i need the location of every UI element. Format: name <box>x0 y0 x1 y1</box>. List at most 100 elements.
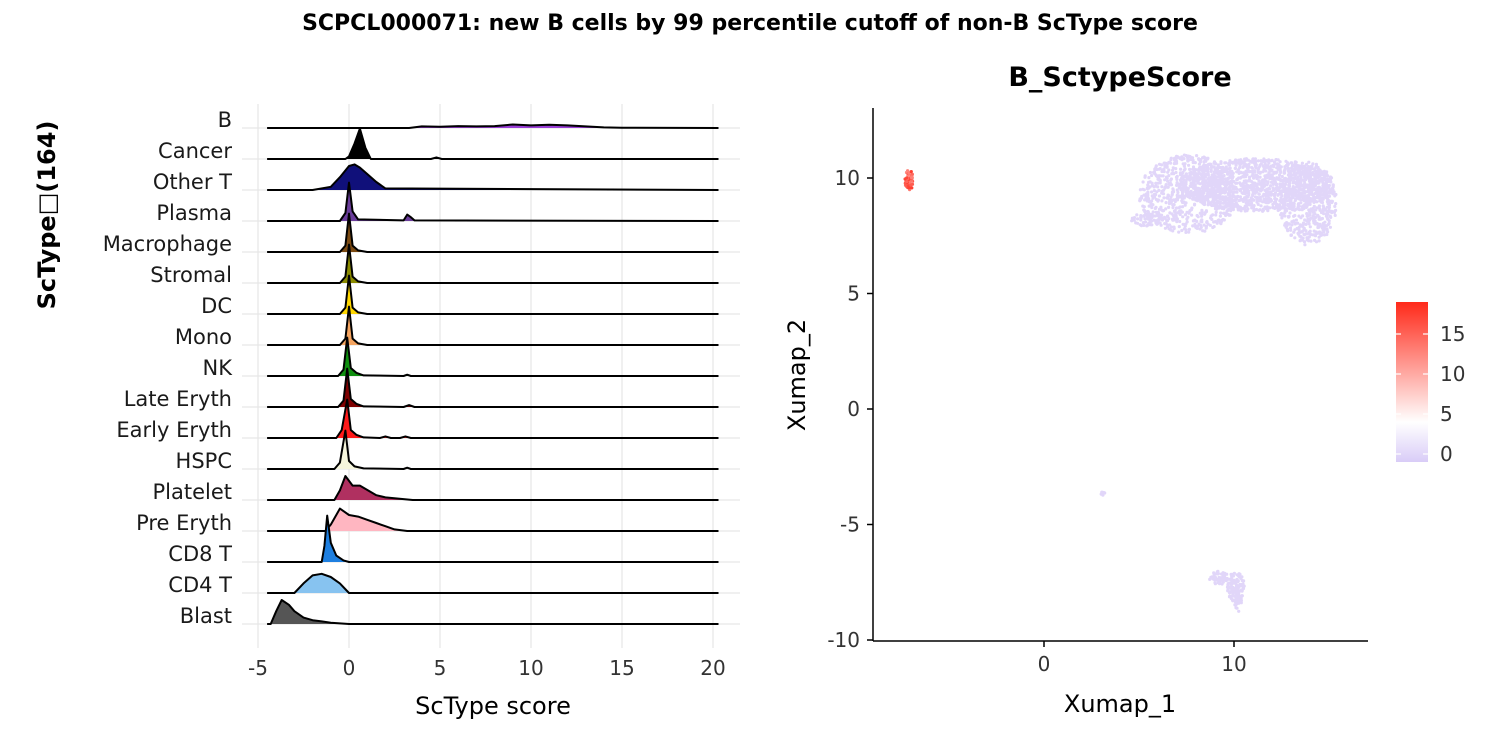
umap-point <box>1259 159 1263 163</box>
umap-point <box>1190 194 1194 198</box>
umap-point <box>1310 177 1314 181</box>
umap-point <box>1177 225 1181 229</box>
umap-point <box>1216 165 1220 169</box>
umap-point <box>1327 221 1331 225</box>
umap-point <box>1215 181 1219 185</box>
umap-point <box>1307 230 1311 234</box>
umap-point <box>1325 232 1329 237</box>
umap-point <box>1261 200 1265 204</box>
umap-point <box>1234 163 1238 167</box>
umap-point <box>1269 184 1273 188</box>
umap-point <box>1296 205 1300 209</box>
umap-point <box>1234 602 1238 606</box>
umap-point <box>1182 227 1186 231</box>
umap-point <box>1215 221 1219 225</box>
umap-point <box>1156 185 1160 189</box>
umap-point <box>1175 220 1179 224</box>
umap-point <box>1231 186 1235 190</box>
ridge-category-labels: B Cancer Other T Plasma Macrophage Stromal DC M… <box>103 108 234 628</box>
umap-point <box>1271 186 1275 190</box>
umap-point <box>1262 157 1266 161</box>
umap-point <box>1175 188 1179 192</box>
umap-point <box>1210 200 1214 204</box>
umap-point <box>1234 579 1238 583</box>
umap-point <box>1142 223 1146 227</box>
umap-point <box>1239 588 1243 592</box>
umap-point <box>1213 582 1217 586</box>
umap-point <box>1214 213 1218 217</box>
umap-point <box>1166 179 1170 183</box>
umap-point <box>1279 189 1284 193</box>
umap-point <box>1215 199 1219 204</box>
umap-point <box>1238 594 1242 598</box>
umap-point <box>1273 191 1278 195</box>
umap-point <box>1161 192 1166 196</box>
umap-point <box>1173 161 1177 165</box>
umap-point <box>1148 185 1152 189</box>
umap-point <box>1301 221 1306 225</box>
umap-point <box>1153 214 1158 218</box>
umap-point <box>1317 225 1321 229</box>
umap-point <box>1253 195 1258 199</box>
umap-point <box>1157 194 1161 198</box>
umap-point <box>1307 165 1311 169</box>
umap-point <box>1198 158 1202 162</box>
ridge-fill-pre-eryth <box>325 508 719 531</box>
umap-point <box>1239 175 1243 180</box>
umap-point <box>1217 186 1221 190</box>
umap-point <box>1254 162 1258 166</box>
umap-point <box>1317 174 1322 178</box>
umap-point <box>1250 206 1254 210</box>
umap-point <box>1198 165 1202 169</box>
umap-point <box>1154 197 1158 202</box>
umap-point <box>1238 198 1243 202</box>
umap-point <box>1252 209 1256 213</box>
umap-point <box>1244 170 1248 174</box>
umap-point <box>1209 164 1213 168</box>
umap-point <box>1218 189 1222 193</box>
umap-point <box>1181 222 1185 226</box>
umap-point <box>1204 194 1208 199</box>
umap-point <box>1160 185 1164 189</box>
umap-point <box>1300 230 1304 234</box>
umap-point <box>1302 226 1306 231</box>
umap-point <box>1206 173 1210 177</box>
umap-point <box>1252 191 1257 195</box>
umap-point <box>1287 185 1291 189</box>
umap-point <box>1324 178 1328 182</box>
umap-point <box>1292 230 1296 234</box>
umap-point <box>1279 206 1283 210</box>
umap-point <box>1164 201 1168 205</box>
umap-point <box>1286 202 1290 206</box>
umap-point <box>1259 204 1263 208</box>
umap-point <box>1209 177 1213 182</box>
umap-point <box>1238 171 1242 175</box>
umap-point <box>1244 157 1248 161</box>
umap-point <box>1155 167 1159 172</box>
umap-point <box>1307 183 1312 187</box>
umap-point <box>1305 162 1309 166</box>
umap-point <box>1305 214 1309 218</box>
umap-point <box>1164 183 1168 187</box>
ridge-line-late-eryth <box>267 367 719 408</box>
umap-point <box>1189 191 1193 195</box>
umap-point <box>1313 238 1317 242</box>
umap-point <box>1294 185 1299 189</box>
umap-point <box>1256 170 1260 174</box>
umap-point <box>1224 161 1228 165</box>
umap-point <box>1182 200 1186 204</box>
umap-point <box>1312 173 1317 177</box>
umap-cluster-3 <box>1130 212 1167 228</box>
umap-point <box>1288 211 1292 215</box>
umap-point <box>1303 218 1307 222</box>
umap-point <box>1182 178 1186 182</box>
umap-point <box>1208 193 1212 197</box>
umap-point <box>1221 169 1225 173</box>
umap-point <box>1132 218 1136 222</box>
umap-point <box>1317 239 1321 243</box>
umap-point <box>1180 197 1185 201</box>
umap-point <box>1229 572 1233 577</box>
umap-point <box>1224 185 1228 190</box>
umap-point <box>1160 199 1164 203</box>
umap-point <box>1304 229 1308 233</box>
